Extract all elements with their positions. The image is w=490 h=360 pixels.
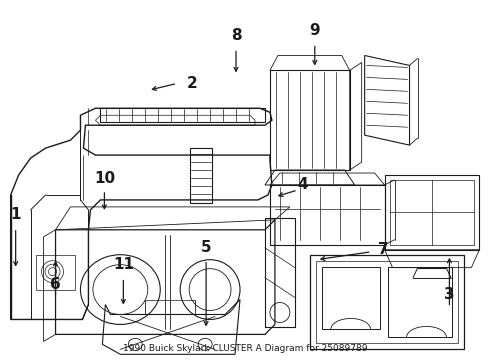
Text: 3: 3 bbox=[444, 287, 455, 302]
Text: 1990 Buick Skylark CLUSTER A Diagram for 25089789: 1990 Buick Skylark CLUSTER A Diagram for… bbox=[123, 344, 367, 353]
Text: 11: 11 bbox=[113, 257, 134, 272]
Text: 6: 6 bbox=[50, 277, 61, 292]
Text: 8: 8 bbox=[231, 28, 242, 43]
Text: 5: 5 bbox=[201, 240, 211, 255]
Text: 2: 2 bbox=[187, 76, 197, 91]
Text: 7: 7 bbox=[378, 242, 389, 257]
Text: 4: 4 bbox=[297, 177, 308, 193]
Text: 9: 9 bbox=[310, 23, 320, 38]
Text: 1: 1 bbox=[10, 207, 21, 222]
Text: 10: 10 bbox=[94, 171, 115, 185]
